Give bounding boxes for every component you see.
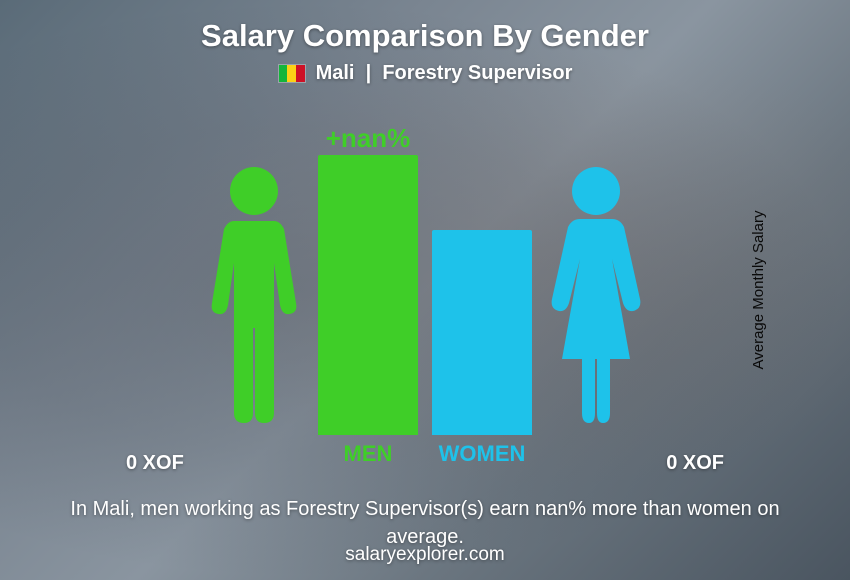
flag-stripe bbox=[287, 65, 296, 82]
job-title: Forestry Supervisor bbox=[382, 62, 572, 84]
men-salary-slot: 0 XOF bbox=[204, 441, 304, 467]
men-label-slot: MEN bbox=[318, 441, 418, 467]
women-salary-label: 0 XOF bbox=[666, 452, 724, 475]
men-bar-group: +nan% bbox=[318, 155, 418, 435]
flag-stripe bbox=[296, 65, 305, 82]
chart-area: +nan% bbox=[145, 105, 705, 435]
men-salary-label: 0 XOF bbox=[126, 452, 184, 475]
country-name: Mali bbox=[316, 62, 355, 84]
content-container: Salary Comparison By Gender Mali | Fores… bbox=[0, 0, 850, 580]
men-bar bbox=[318, 155, 418, 435]
labels-row: 0 XOF MEN WOMEN 0 XOF bbox=[145, 441, 705, 467]
flag-icon bbox=[278, 64, 306, 83]
men-label: MEN bbox=[344, 441, 393, 466]
women-bar bbox=[432, 230, 532, 435]
separator: | bbox=[360, 62, 377, 84]
subtitle-row: Mali | Forestry Supervisor bbox=[278, 62, 573, 85]
yaxis-label: Average Monthly Salary bbox=[750, 211, 767, 370]
flag-stripe bbox=[279, 65, 288, 82]
pct-diff-label: +nan% bbox=[326, 123, 411, 154]
subtitle-text: Mali | Forestry Supervisor bbox=[316, 62, 573, 85]
summary-text: In Mali, men working as Forestry Supervi… bbox=[65, 495, 785, 551]
male-icon bbox=[204, 163, 304, 423]
footer-brand: salaryexplorer.com bbox=[345, 544, 504, 566]
women-bar-group bbox=[432, 230, 532, 435]
women-label: WOMEN bbox=[439, 441, 526, 466]
page-title: Salary Comparison By Gender bbox=[201, 18, 649, 54]
women-label-slot: WOMEN bbox=[432, 441, 532, 467]
female-icon bbox=[546, 163, 646, 423]
women-salary-slot: 0 XOF bbox=[546, 441, 646, 467]
